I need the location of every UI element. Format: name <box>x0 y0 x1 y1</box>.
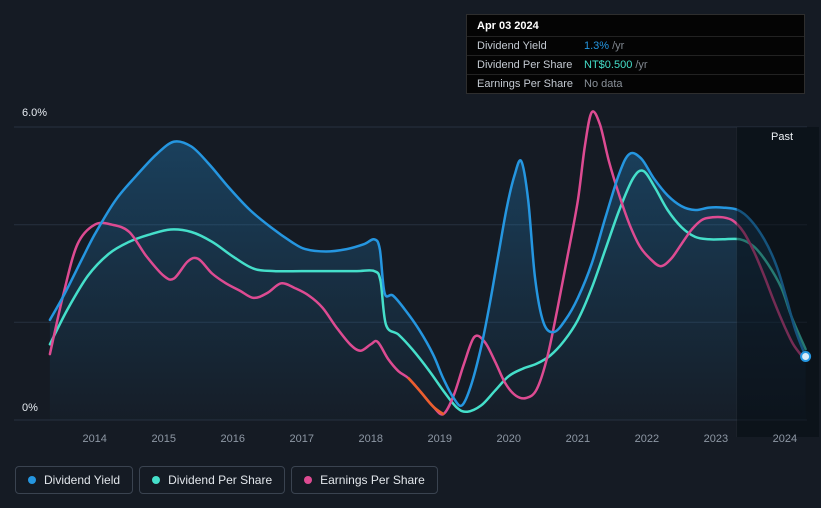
x-tick-label: 2019 <box>427 433 453 445</box>
legend-dot-icon <box>304 476 313 484</box>
x-tick-label: 2015 <box>151 433 177 445</box>
x-tick-label: 2014 <box>82 433 107 445</box>
y-axis-label-top: 6.0% <box>22 107 48 119</box>
chart-tooltip: Apr 03 2024 Dividend Yield 1.3% /yr Divi… <box>466 14 805 94</box>
past-region-label: Past <box>771 131 794 143</box>
legend-item-label: Earnings Per Share <box>320 473 425 487</box>
tooltip-row-dividend-yield: Dividend Yield 1.3% /yr <box>467 36 804 55</box>
tooltip-row-suffix: /yr <box>612 40 625 52</box>
tooltip-row-earnings-per-share: Earnings Per Share No data <box>467 74 804 93</box>
x-tick-label: 2021 <box>565 433 591 445</box>
legend-dot-icon <box>28 476 36 484</box>
x-tick-label: 2020 <box>496 433 522 445</box>
chart-legend: Dividend Yield Dividend Per Share Earnin… <box>15 466 438 494</box>
x-tick-label: 2016 <box>220 433 246 445</box>
x-tick-label: 2024 <box>772 433 798 445</box>
legend-item-label: Dividend Yield <box>44 473 121 487</box>
x-tick-label: 2023 <box>703 433 729 445</box>
tooltip-row-value: 1.3% <box>584 40 610 52</box>
tooltip-row-value: No data <box>584 78 623 90</box>
tooltip-date: Apr 03 2024 <box>477 20 539 32</box>
legend-item-earnings-per-share[interactable]: Earnings Per Share <box>291 466 438 494</box>
tooltip-row-label: Dividend Yield <box>477 40 547 52</box>
legend-dot-icon <box>152 476 161 484</box>
x-tick-label: 2017 <box>289 433 315 445</box>
tooltip-row-label: Earnings Per Share <box>477 78 573 90</box>
tooltip-row-suffix: /yr <box>635 59 648 71</box>
legend-item-label: Dividend Per Share <box>168 473 273 487</box>
tooltip-row-dividend-per-share: Dividend Per Share NT$0.500 /yr <box>467 55 804 74</box>
y-axis-label-bottom: 0% <box>22 402 38 414</box>
tooltip-row-label: Dividend Per Share <box>477 59 573 71</box>
x-axis: 2014 2015 2016 2017 2018 2019 2020 2021 2022 2023… <box>0 433 821 449</box>
x-tick-label: 2022 <box>634 433 660 445</box>
legend-item-dividend-per-share[interactable]: Dividend Per Share <box>139 466 286 494</box>
x-tick-label: 2018 <box>358 433 384 445</box>
legend-item-dividend-yield[interactable]: Dividend Yield <box>15 466 134 494</box>
tooltip-row-value: NT$0.500 <box>584 59 633 71</box>
